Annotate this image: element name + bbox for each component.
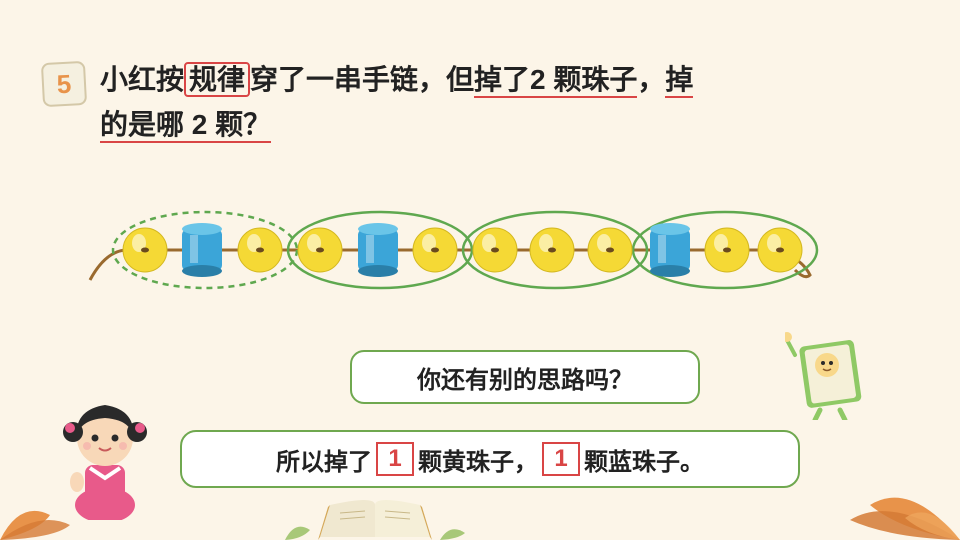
answer-mid1: 颗黄珠子， <box>418 442 538 477</box>
answer-mid2: 颗蓝珠子。 <box>584 442 704 477</box>
q-boxed: 规律 <box>184 62 250 97</box>
q-part2: 穿了一串手链，但 <box>250 64 474 95</box>
speech-bubble-question: 你还有别的思路吗？ <box>350 350 700 404</box>
speech-bubble-answer: 所以掉了 1 颗黄珠子， 1 颗蓝珠子。 <box>180 430 800 488</box>
q-under1: 掉了2 颗珠子 <box>474 64 637 98</box>
q-line2: 的是哪 2 颗？ <box>100 109 271 143</box>
answer-num2: 1 <box>542 442 580 476</box>
decoration-leaves-left <box>0 470 150 540</box>
question-text: 小红按规律穿了一串手链，但掉了2 颗珠子，掉的是哪 2 颗？ <box>100 58 900 148</box>
question-number-text: 5 <box>56 68 72 100</box>
q-part3: ， <box>637 64 665 95</box>
bubble-top-text: 你还有别的思路吗？ <box>417 360 633 395</box>
decoration-leaves-right <box>780 440 960 540</box>
decoration-book <box>280 495 470 540</box>
q-part1: 小红按 <box>100 64 184 95</box>
book-character <box>785 325 875 420</box>
answer-num1: 1 <box>376 442 414 476</box>
answer-prefix: 所以掉了 <box>276 442 372 477</box>
bracelet-diagram <box>80 200 820 300</box>
q-under2: 掉 <box>665 64 693 98</box>
question-number-badge: 5 <box>41 61 87 107</box>
